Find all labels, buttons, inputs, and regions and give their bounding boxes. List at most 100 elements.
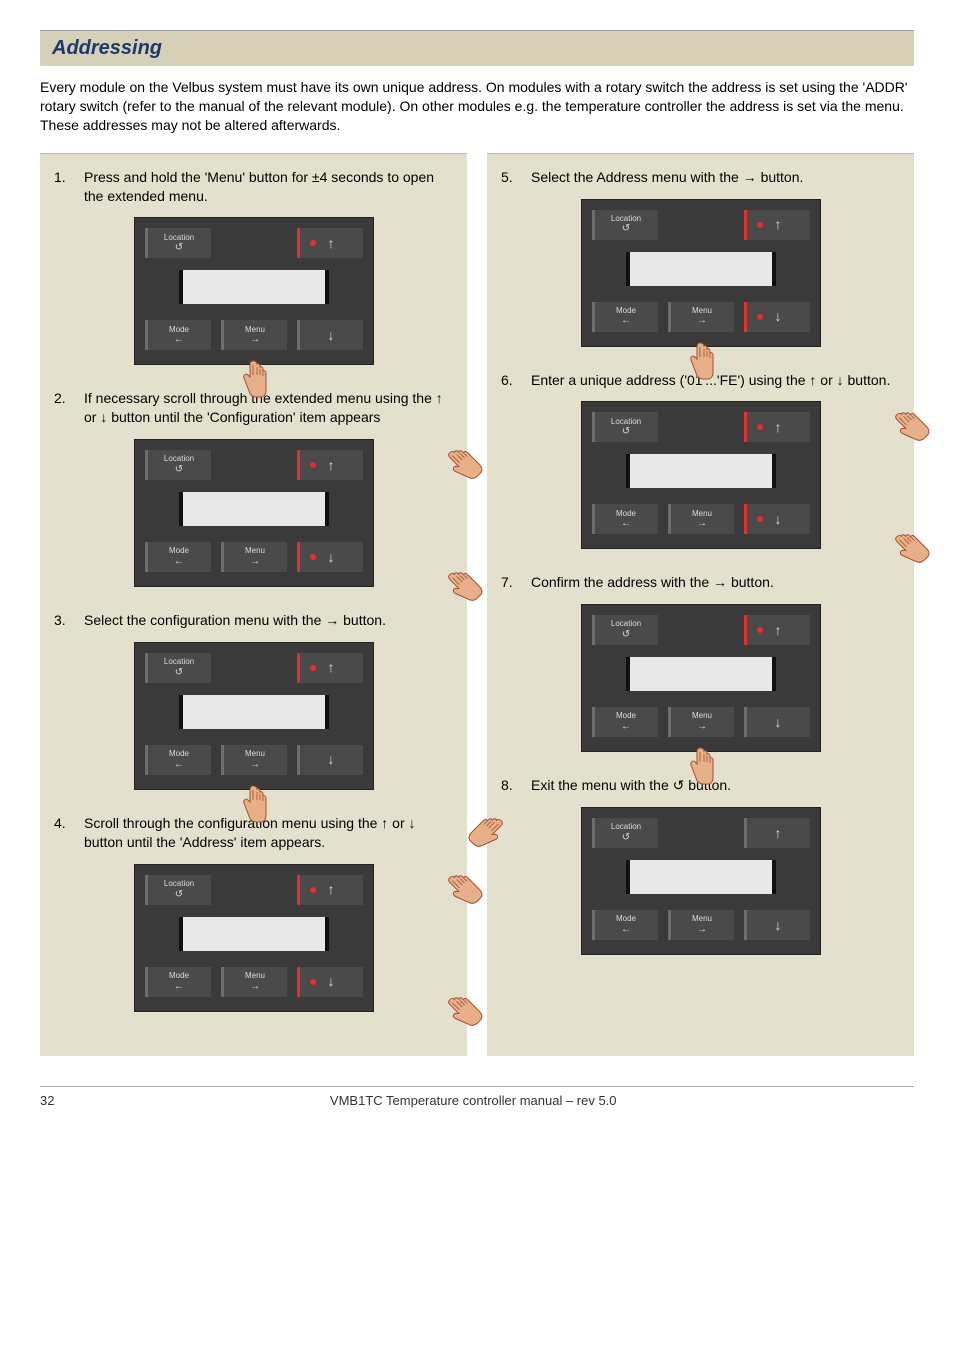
controller-panel: Location ↺ ↑ Mode ← Menu → ↓ xyxy=(581,401,821,549)
down-button[interactable]: ↓ xyxy=(744,504,810,534)
mode-label: Mode xyxy=(616,307,636,316)
right-arrow-icon: → xyxy=(697,315,707,326)
down-button[interactable]: ↓ xyxy=(297,967,363,997)
page-footer: 32 VMB1TC Temperature controller manual … xyxy=(40,1086,914,1108)
up-button[interactable]: ↑ xyxy=(744,412,810,442)
location-label: Location xyxy=(611,215,641,224)
left-column: 1. Press and hold the 'Menu' button for … xyxy=(40,153,467,1056)
location-button[interactable]: Location ↺ xyxy=(145,653,211,683)
step-text: Select the Address menu with the → butto… xyxy=(531,168,803,187)
up-button[interactable]: ↑ xyxy=(297,653,363,683)
down-arrow-icon: ↓ xyxy=(328,752,335,767)
up-button[interactable]: ↑ xyxy=(744,210,810,240)
step-text: Press and hold the 'Menu' button for ±4 … xyxy=(84,168,453,206)
location-label: Location xyxy=(611,418,641,427)
mode-button[interactable]: Mode ← xyxy=(592,302,658,332)
menu-button[interactable]: Menu → xyxy=(221,320,287,350)
mode-button[interactable]: Mode ← xyxy=(592,504,658,534)
menu-button[interactable]: Menu → xyxy=(221,542,287,572)
device-illustration: Location ↺ ↑ Mode ← Menu → ↓ xyxy=(501,600,900,776)
mode-label: Mode xyxy=(169,972,189,981)
step: 1. Press and hold the 'Menu' button for … xyxy=(54,168,453,206)
up-arrow-icon: ↑ xyxy=(328,882,335,897)
step-text: Select the configuration menu with the →… xyxy=(84,611,386,630)
up-arrow-icon: ↑ xyxy=(775,217,782,232)
pointing-hand-icon xyxy=(686,746,716,786)
up-button[interactable]: ↑ xyxy=(297,875,363,905)
controller-panel: Location ↺ ↑ Mode ← Menu → ↓ xyxy=(581,199,821,347)
down-button[interactable]: ↓ xyxy=(744,302,810,332)
lcd-screen xyxy=(626,252,776,286)
location-button[interactable]: Location ↺ xyxy=(592,615,658,645)
location-button[interactable]: Location ↺ xyxy=(592,818,658,848)
location-label: Location xyxy=(611,620,641,629)
step-number: 1. xyxy=(54,168,76,206)
left-arrow-icon: ← xyxy=(621,518,631,529)
mode-button[interactable]: Mode ← xyxy=(145,320,211,350)
pointing-hand-icon xyxy=(686,341,716,381)
back-icon: ↺ xyxy=(622,426,630,437)
down-arrow-icon: ↓ xyxy=(328,328,335,343)
controller-panel: Location ↺ ↑ Mode ← Menu → ↓ xyxy=(134,439,374,587)
controller-panel: Location ↺ ↑ Mode ← Menu → ↓ xyxy=(581,807,821,955)
location-button[interactable]: Location ↺ xyxy=(145,875,211,905)
down-button[interactable]: ↓ xyxy=(744,910,810,940)
left-arrow-icon: ← xyxy=(174,759,184,770)
device-illustration: Location ↺ ↑ Mode ← Menu → ↓ xyxy=(54,435,453,611)
controller-panel: Location ↺ ↑ Mode ← Menu → ↓ xyxy=(134,642,374,790)
down-button[interactable]: ↓ xyxy=(744,707,810,737)
step-text: Scroll through the configuration menu us… xyxy=(84,814,453,852)
up-button[interactable]: ↑ xyxy=(744,615,810,645)
device-illustration: Location ↺ ↑ Mode ← Menu → ↓ xyxy=(54,860,453,1036)
location-button[interactable]: Location ↺ xyxy=(145,450,211,480)
menu-button[interactable]: Menu → xyxy=(668,910,734,940)
right-arrow-icon: → xyxy=(250,981,260,992)
down-button[interactable]: ↓ xyxy=(297,320,363,350)
device-illustration: Location ↺ ↑ Mode ← Menu → ↓ xyxy=(501,195,900,371)
lcd-screen xyxy=(179,917,329,951)
pointing-hand-icon xyxy=(239,784,269,824)
up-button[interactable]: ↑ xyxy=(297,228,363,258)
up-arrow-icon: ↑ xyxy=(775,420,782,435)
location-button[interactable]: Location ↺ xyxy=(145,228,211,258)
menu-button[interactable]: Menu → xyxy=(668,302,734,332)
down-button[interactable]: ↓ xyxy=(297,745,363,775)
mode-button[interactable]: Mode ← xyxy=(145,967,211,997)
menu-button[interactable]: Menu → xyxy=(668,504,734,534)
mode-button[interactable]: Mode ← xyxy=(145,745,211,775)
device-illustration: Location ↺ ↑ Mode ← Menu → ↓ xyxy=(54,213,453,389)
menu-button[interactable]: Menu → xyxy=(221,745,287,775)
up-button[interactable]: ↑ xyxy=(297,450,363,480)
mode-button[interactable]: Mode ← xyxy=(592,707,658,737)
mode-button[interactable]: Mode ← xyxy=(145,542,211,572)
lcd-screen xyxy=(626,860,776,894)
step-number: 3. xyxy=(54,611,76,630)
device-illustration: Location ↺ ↑ Mode ← Menu → ↓ xyxy=(54,638,453,814)
location-button[interactable]: Location ↺ xyxy=(592,210,658,240)
mode-label: Mode xyxy=(169,547,189,556)
right-arrow-icon: → xyxy=(697,721,707,732)
left-arrow-icon: ← xyxy=(621,721,631,732)
menu-button[interactable]: Menu → xyxy=(221,967,287,997)
mode-button[interactable]: Mode ← xyxy=(592,910,658,940)
lcd-screen xyxy=(179,492,329,526)
page-number: 32 xyxy=(40,1093,54,1108)
step-number: 4. xyxy=(54,814,76,852)
step-number: 5. xyxy=(501,168,523,187)
controller-panel: Location ↺ ↑ Mode ← Menu → ↓ xyxy=(581,604,821,752)
mode-label: Mode xyxy=(616,712,636,721)
right-arrow-icon: → xyxy=(250,556,260,567)
down-arrow-icon: ↓ xyxy=(775,715,782,730)
mode-label: Mode xyxy=(169,750,189,759)
down-button[interactable]: ↓ xyxy=(297,542,363,572)
pointing-hand-icon xyxy=(438,562,487,611)
step-number: 6. xyxy=(501,371,523,390)
step-number: 2. xyxy=(54,389,76,427)
back-icon: ↺ xyxy=(622,629,630,640)
controller-panel: Location ↺ ↑ Mode ← Menu → ↓ xyxy=(134,864,374,1012)
up-button[interactable]: ↑ xyxy=(744,818,810,848)
location-button[interactable]: Location ↺ xyxy=(592,412,658,442)
menu-button[interactable]: Menu → xyxy=(668,707,734,737)
menu-label: Menu xyxy=(692,307,712,316)
up-arrow-icon: ↑ xyxy=(775,623,782,638)
